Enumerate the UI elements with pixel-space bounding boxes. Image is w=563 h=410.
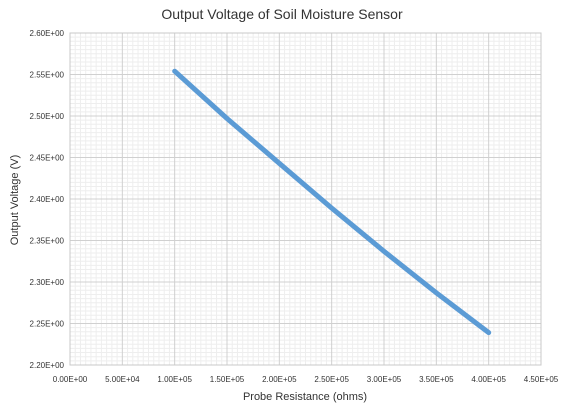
series-layer: [172, 68, 492, 336]
x-tick-label: 3.50E+05: [419, 375, 454, 384]
grid: [69, 32, 542, 366]
y-tick-label: 2.40E+00: [30, 195, 65, 204]
x-tick-label: 5.00E+04: [105, 375, 140, 384]
x-tick-label: 4.50E+05: [524, 375, 559, 384]
series-line: [172, 68, 492, 336]
x-tick-label: 4.00E+05: [471, 375, 506, 384]
y-tick-label: 2.50E+00: [30, 112, 65, 121]
y-tick-label: 2.30E+00: [30, 278, 65, 287]
axes: 0.00E+00 5.00E+04 1.00E+05 1.50E+05 2.00E+05…: [30, 29, 559, 384]
x-tick-label: 2.50E+05: [314, 375, 349, 384]
y-tick-label: 2.35E+00: [30, 237, 65, 246]
chart-title: Output Voltage of Soil Moisture Sensor: [161, 6, 403, 22]
x-axis-title: Probe Resistance (ohms): [243, 391, 367, 403]
x-tick-label: 1.00E+05: [157, 375, 192, 384]
y-tick-label: 2.55E+00: [30, 71, 65, 80]
y-tick-label: 2.20E+00: [30, 361, 65, 370]
x-tick-label: 0.00E+00: [53, 375, 88, 384]
plot-area-border: [69, 32, 542, 366]
x-tick-label: 2.00E+05: [262, 375, 297, 384]
y-tick-label: 2.45E+00: [30, 154, 65, 163]
y-axis-title: Output Voltage (V): [9, 155, 21, 246]
x-tick-label: 3.00E+05: [367, 375, 402, 384]
y-tick-label: 2.60E+00: [30, 29, 65, 38]
x-tick-label: 1.50E+05: [210, 375, 245, 384]
y-tick-label: 2.25E+00: [30, 320, 65, 329]
